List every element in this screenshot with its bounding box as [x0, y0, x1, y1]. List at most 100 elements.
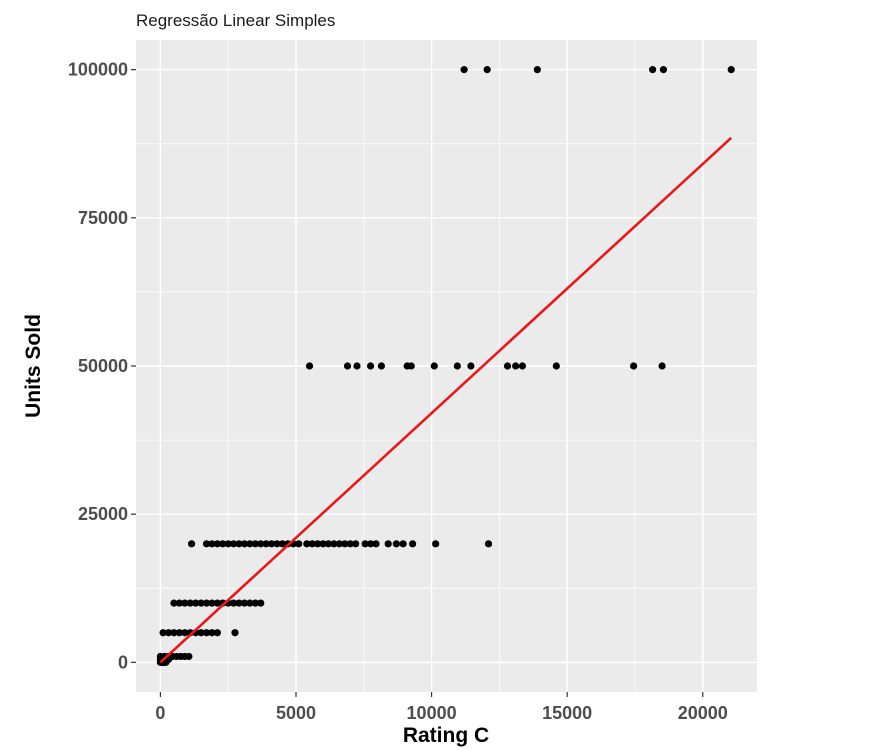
- data-point: [352, 540, 360, 548]
- y-tick-label: 100000: [68, 60, 128, 80]
- data-point: [409, 540, 417, 548]
- data-point: [366, 540, 375, 548]
- data-point: [213, 599, 221, 607]
- data-point: [208, 540, 216, 548]
- data-point: [366, 362, 375, 370]
- y-axis: 0 25000 50000 75000 100000: [68, 60, 136, 672]
- data-point: [343, 362, 352, 370]
- data-point: [335, 540, 343, 548]
- data-point: [170, 629, 178, 637]
- data-point: [246, 540, 254, 548]
- data-point: [295, 540, 303, 548]
- data-point: [353, 362, 361, 370]
- data-point: [319, 540, 327, 548]
- y-tick-label: 0: [118, 652, 128, 672]
- data-point: [324, 540, 333, 548]
- data-point: [187, 540, 196, 548]
- data-point: [213, 629, 221, 637]
- data-point: [346, 540, 354, 548]
- data-point: [453, 362, 461, 370]
- chart-title: Regressão Linear Simples: [136, 11, 335, 30]
- data-point: [175, 629, 183, 637]
- data-point: [185, 652, 193, 661]
- data-point: [257, 540, 265, 548]
- data-point: [432, 540, 440, 548]
- data-point: [392, 540, 400, 548]
- data-point: [314, 540, 322, 548]
- data-point: [305, 362, 314, 370]
- data-point: [186, 599, 194, 607]
- data-point: [407, 362, 415, 370]
- data-point: [377, 362, 386, 370]
- y-tick-label: 75000: [78, 208, 128, 228]
- data-point: [512, 362, 520, 370]
- data-point: [303, 540, 311, 548]
- data-point: [202, 629, 211, 637]
- x-tick-label: 0: [155, 703, 165, 723]
- data-point: [503, 362, 512, 370]
- data-point: [235, 540, 243, 548]
- data-point: [181, 599, 189, 607]
- data-point: [361, 540, 369, 548]
- data-point: [552, 362, 560, 370]
- data-point: [658, 362, 666, 370]
- data-point: [213, 540, 221, 548]
- data-point: [231, 629, 239, 637]
- data-point: [181, 629, 189, 637]
- data-point: [467, 362, 475, 370]
- data-point: [518, 362, 527, 370]
- data-point: [170, 599, 178, 607]
- x-tick-label: 5000: [276, 703, 316, 723]
- data-point: [483, 66, 491, 74]
- data-point: [240, 540, 249, 548]
- x-tick-label: 10000: [407, 703, 457, 723]
- data-point: [246, 599, 254, 607]
- y-tick-label: 25000: [78, 504, 128, 524]
- data-point: [648, 66, 657, 74]
- data-point: [727, 66, 735, 74]
- data-point: [230, 599, 238, 607]
- data-point: [341, 540, 349, 548]
- data-point: [533, 66, 541, 74]
- data-point: [267, 540, 276, 548]
- data-point: [273, 540, 281, 548]
- data-point: [235, 599, 243, 607]
- data-point: [164, 629, 173, 637]
- data-point: [257, 599, 265, 607]
- data-point: [460, 66, 468, 74]
- data-point: [197, 599, 205, 607]
- data-point: [240, 599, 249, 607]
- data-point: [278, 540, 287, 548]
- y-tick-label: 50000: [78, 356, 128, 376]
- data-point: [251, 599, 259, 607]
- data-point: [484, 540, 493, 548]
- data-point: [630, 362, 638, 370]
- y-axis-title: Units Sold: [22, 314, 45, 418]
- data-point: [202, 599, 211, 607]
- data-point: [659, 66, 668, 74]
- data-point: [175, 599, 183, 607]
- data-point: [430, 362, 438, 370]
- data-point: [192, 599, 200, 607]
- data-point: [308, 540, 316, 548]
- regression-line: [159, 136, 733, 664]
- data-point: [230, 540, 238, 548]
- data-points: [156, 66, 735, 666]
- data-point: [197, 629, 205, 637]
- data-point: [372, 540, 380, 548]
- data-point: [219, 540, 227, 548]
- x-axis-title: Rating C: [403, 724, 489, 747]
- data-point: [384, 540, 392, 548]
- data-point: [262, 540, 270, 548]
- data-point: [208, 629, 216, 637]
- data-point: [224, 540, 232, 548]
- x-tick-label: 15000: [542, 703, 592, 723]
- data-point: [202, 540, 211, 548]
- data-point: [330, 540, 338, 548]
- x-axis: 0 5000 10000 15000 20000: [155, 692, 728, 723]
- data-point: [251, 540, 259, 548]
- data-point: [208, 599, 216, 607]
- data-point: [399, 540, 407, 548]
- data-point: [159, 629, 167, 637]
